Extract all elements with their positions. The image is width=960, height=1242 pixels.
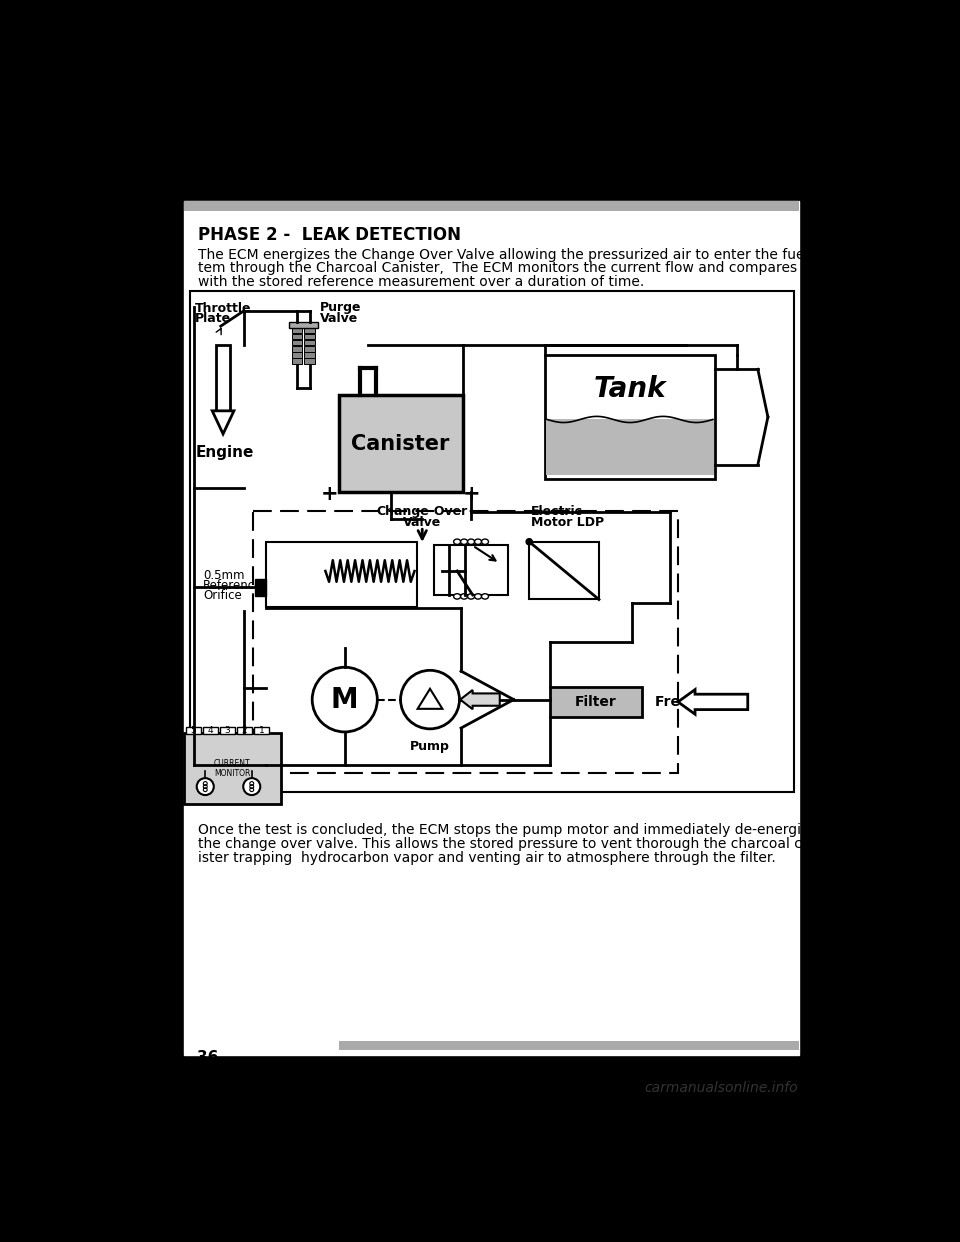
Bar: [550, 687, 641, 718]
Circle shape: [400, 671, 460, 729]
Bar: [292, 340, 302, 345]
Text: Filter: Filter: [575, 696, 616, 709]
Ellipse shape: [461, 594, 468, 599]
Text: tem through the Charcoal Canister,  The ECM monitors the current flow and compar: tem through the Charcoal Canister, The E…: [198, 262, 810, 276]
Ellipse shape: [482, 594, 489, 599]
Bar: [186, 727, 201, 734]
FancyArrow shape: [678, 689, 748, 714]
FancyArrow shape: [460, 691, 500, 709]
Text: Orifice: Orifice: [203, 589, 242, 601]
Bar: [253, 510, 678, 773]
Bar: [184, 201, 799, 211]
Text: Motor LDP: Motor LDP: [531, 517, 604, 529]
Text: Fresh Air: Fresh Air: [655, 696, 725, 709]
Text: ister trapping  hydrocarbon vapor and venting air to atmosphere through the filt: ister trapping hydrocarbon vapor and ven…: [198, 851, 776, 864]
Text: 36: 36: [198, 1049, 219, 1064]
Text: Reference: Reference: [203, 579, 262, 591]
Text: 3: 3: [225, 725, 230, 735]
Bar: [544, 355, 715, 478]
Circle shape: [526, 539, 532, 545]
Bar: [304, 359, 315, 364]
Bar: [266, 542, 417, 607]
Bar: [304, 340, 315, 345]
Ellipse shape: [461, 539, 468, 544]
Text: Valve: Valve: [320, 312, 358, 325]
Bar: [304, 328, 315, 333]
Text: Change-Over: Change-Over: [376, 504, 468, 518]
Text: PHASE 2 -  LEAK DETECTION: PHASE 2 - LEAK DETECTION: [198, 226, 461, 243]
Bar: [184, 733, 281, 804]
Bar: [339, 395, 463, 492]
Text: 2: 2: [242, 725, 248, 735]
Text: Canister: Canister: [351, 433, 449, 453]
Polygon shape: [212, 411, 234, 433]
Ellipse shape: [454, 539, 461, 544]
Bar: [292, 334, 302, 339]
Text: 4: 4: [207, 725, 213, 735]
Text: Once the test is concluded, the ECM stops the pump motor and immediately de-ener: Once the test is concluded, the ECM stop…: [198, 822, 824, 837]
Bar: [184, 201, 799, 1054]
Text: CURRENT
MONITOR: CURRENT MONITOR: [214, 759, 251, 779]
Bar: [203, 727, 218, 734]
Bar: [216, 345, 230, 411]
Bar: [304, 347, 315, 351]
Bar: [292, 353, 302, 358]
Text: the change over valve. This allows the stored pressure to vent thorough the char: the change over valve. This allows the s…: [198, 837, 824, 851]
Circle shape: [197, 779, 214, 795]
Bar: [434, 545, 508, 595]
Bar: [529, 542, 599, 600]
Text: Plate: Plate: [195, 312, 231, 325]
Text: with the stored reference measurement over a duration of time.: with the stored reference measurement ov…: [198, 276, 644, 289]
Text: +: +: [321, 484, 338, 504]
Ellipse shape: [468, 539, 474, 544]
Bar: [254, 579, 266, 596]
Bar: [254, 727, 269, 734]
Text: Purge: Purge: [320, 302, 362, 314]
Bar: [184, 1041, 799, 1049]
Bar: [220, 727, 234, 734]
Circle shape: [312, 667, 377, 732]
Text: 1: 1: [258, 725, 264, 735]
Ellipse shape: [474, 539, 482, 544]
Text: Pump: Pump: [410, 740, 450, 754]
Bar: [289, 322, 318, 328]
Bar: [237, 727, 252, 734]
Text: M: M: [331, 686, 359, 714]
Text: Electric: Electric: [531, 504, 583, 518]
Text: +: +: [463, 484, 480, 504]
Bar: [304, 334, 315, 339]
Bar: [304, 353, 315, 358]
Bar: [292, 347, 302, 351]
Bar: [190, 292, 794, 792]
Text: 5: 5: [190, 725, 196, 735]
Text: Engine: Engine: [195, 446, 253, 461]
Text: carmanualsonline.info: carmanualsonline.info: [644, 1081, 798, 1094]
Text: Throttle: Throttle: [195, 302, 252, 314]
Bar: [292, 359, 302, 364]
Ellipse shape: [474, 594, 482, 599]
Text: Tank: Tank: [593, 375, 666, 402]
Circle shape: [243, 779, 260, 795]
Text: Valve: Valve: [403, 515, 442, 529]
Ellipse shape: [468, 594, 474, 599]
Bar: [292, 328, 302, 333]
Text: The ECM energizes the Change Over Valve allowing the pressurized air to enter th: The ECM energizes the Change Over Valve …: [198, 247, 840, 262]
Ellipse shape: [482, 539, 489, 544]
Ellipse shape: [454, 594, 461, 599]
Text: 0.5mm: 0.5mm: [203, 569, 245, 581]
Bar: [546, 420, 713, 474]
Bar: [184, 1041, 339, 1049]
